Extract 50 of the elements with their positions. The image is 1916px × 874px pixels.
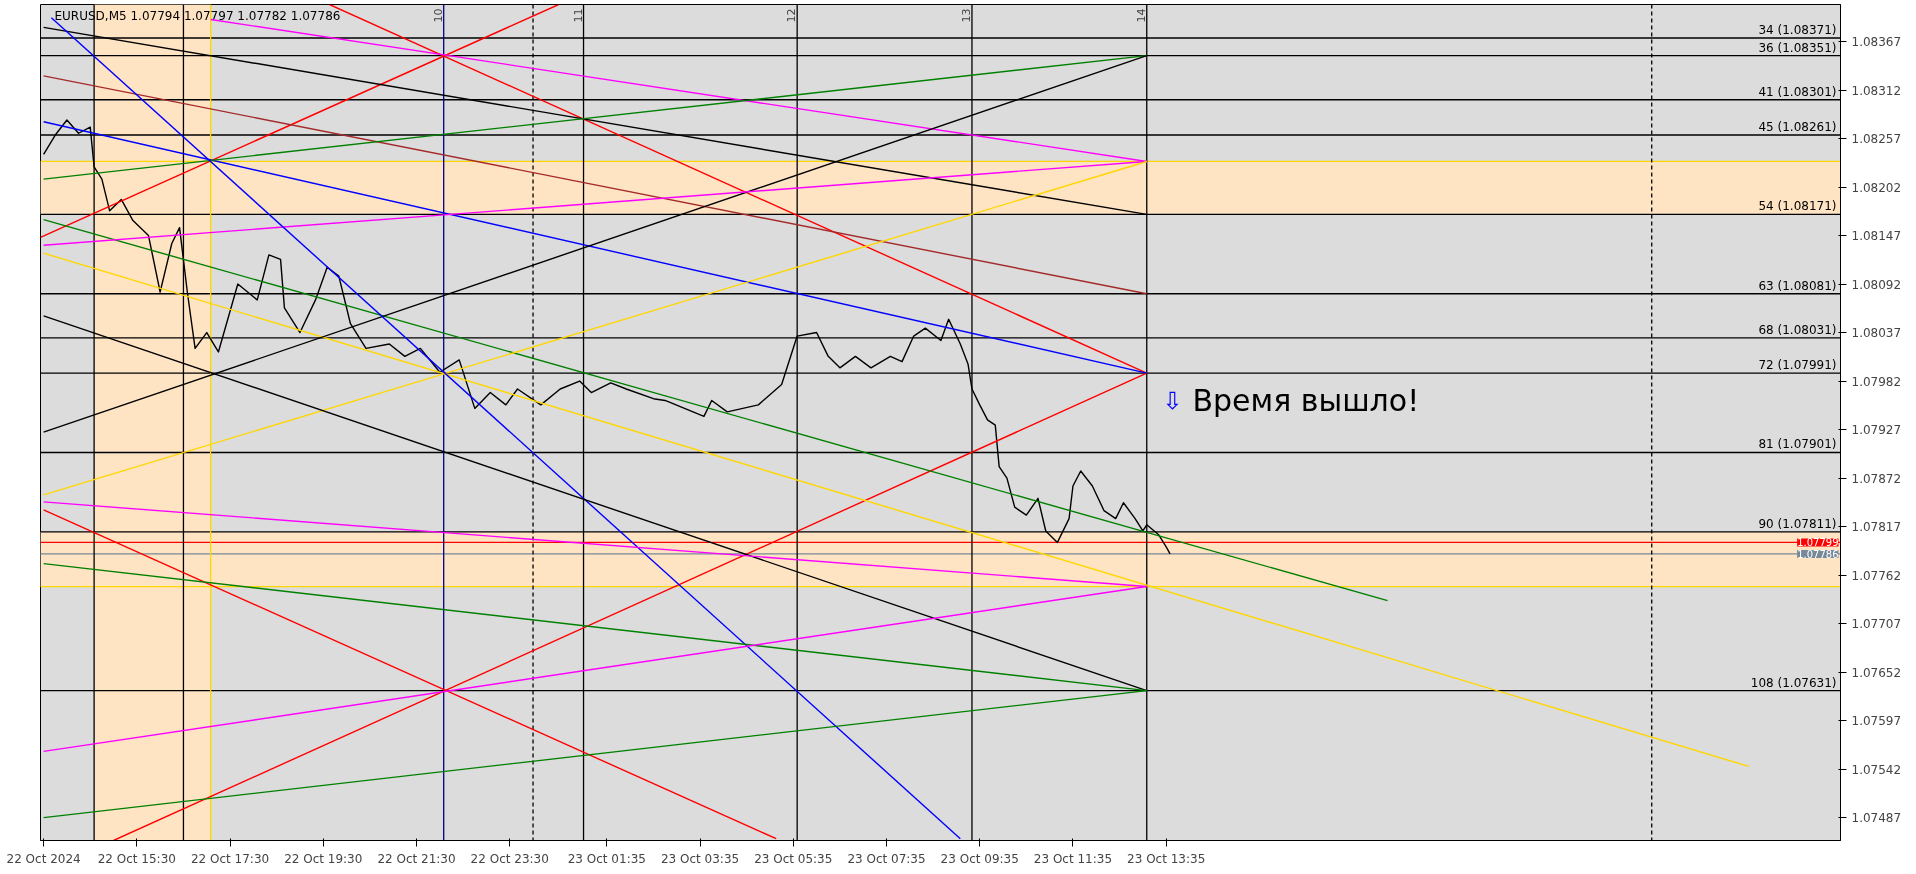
y-tick-label: 1.07927 <box>1851 423 1902 438</box>
ref-line-label: 1.07799 <box>1797 537 1839 549</box>
x-tick-label: 23 Oct 07:35 <box>847 851 926 866</box>
y-tick-label: 1.07652 <box>1851 665 1902 680</box>
y-tick-label: 1.07872 <box>1851 471 1902 486</box>
ref-line-label: 36 (1.08351) <box>1758 40 1837 55</box>
ref-line-label: 72 (1.07991) <box>1758 358 1837 373</box>
y-tick-label: 1.07817 <box>1851 520 1902 535</box>
annotation: 13 <box>959 8 973 23</box>
annotation: 14 <box>1134 8 1148 23</box>
x-tick-label: 22 Oct 23:30 <box>470 851 549 866</box>
annotation: 10 <box>431 8 445 23</box>
y-tick-label: 1.07597 <box>1851 714 1902 729</box>
ref-line-label: 63 (1.08081) <box>1758 278 1837 293</box>
x-tick-label: 22 Oct 21:30 <box>377 851 456 866</box>
x-tick-label: 23 Oct 13:35 <box>1127 851 1206 866</box>
x-tick-label: 23 Oct 09:35 <box>940 851 1019 866</box>
y-tick-label: 1.08037 <box>1851 326 1902 341</box>
annotation: Время вышло! <box>1192 383 1420 418</box>
x-tick-label: 23 Oct 03:35 <box>660 851 740 866</box>
ref-line-label: 81 (1.07901) <box>1758 437 1837 452</box>
y-tick-label: 1.07762 <box>1851 568 1902 583</box>
ref-line-label: 1.07786 <box>1797 548 1839 560</box>
y-tick-label: 1.08147 <box>1851 229 1902 244</box>
x-tick-label: 23 Oct 11:35 <box>1033 851 1113 866</box>
ref-line-label: 90 (1.07811) <box>1758 516 1837 531</box>
y-tick-label: 1.08202 <box>1851 180 1902 195</box>
y-tick-label: 1.07487 <box>1851 811 1902 826</box>
annotation: ⇩ <box>1162 386 1183 415</box>
x-tick-label: 22 Oct 2024 <box>6 851 81 866</box>
y-tick-label: 1.07982 <box>1851 374 1902 389</box>
x-tick-label: 23 Oct 05:35 <box>754 851 833 866</box>
y-tick-label: 1.07707 <box>1851 617 1902 632</box>
y-tick-label: 1.08257 <box>1851 132 1902 147</box>
ref-line-label: 68 (1.08031) <box>1758 322 1837 337</box>
y-tick-label: 1.08092 <box>1851 277 1902 292</box>
annotation: 11 <box>571 8 585 23</box>
y-tick-label: 1.08367 <box>1851 35 1902 50</box>
x-tick-label: 22 Oct 15:30 <box>97 851 176 866</box>
ref-line-label: 108 (1.07631) <box>1750 675 1837 690</box>
ref-line-label: 54 (1.08171) <box>1758 199 1837 214</box>
y-tick-label: 1.07542 <box>1851 762 1902 777</box>
x-tick-label: 22 Oct 17:30 <box>190 851 270 866</box>
ref-line-label: 34 (1.08371) <box>1758 23 1837 38</box>
ref-line-label: 45 (1.08261) <box>1758 120 1837 135</box>
x-tick-label: 22 Oct 19:30 <box>284 851 363 866</box>
x-tick-label: 23 Oct 01:35 <box>567 851 646 866</box>
annotation: 12 <box>785 8 799 23</box>
y-tick-label: 1.08312 <box>1851 83 1902 98</box>
ref-line-label: 41 (1.08301) <box>1758 84 1837 99</box>
